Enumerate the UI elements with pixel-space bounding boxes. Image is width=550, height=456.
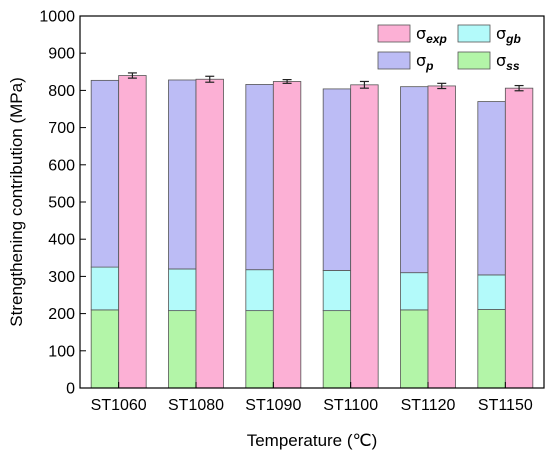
legend-label: σgb xyxy=(496,24,521,46)
y-tick-label: 0 xyxy=(66,381,75,398)
bar-ss-ST1120 xyxy=(400,309,429,389)
x-axis-title: Temperature (℃) xyxy=(247,431,378,450)
legend-label: σss xyxy=(496,51,520,73)
bar-ss-ST1100 xyxy=(322,310,352,389)
y-tick-label: 900 xyxy=(48,46,75,63)
x-tick-label: ST1090 xyxy=(245,397,301,414)
bar-exp-ST1060 xyxy=(118,75,147,389)
bar-p-ST1120 xyxy=(400,86,429,274)
bar-ss-ST1090 xyxy=(245,310,274,389)
error-bar-ST1090 xyxy=(282,79,292,84)
bar-exp-ST1120 xyxy=(427,85,456,389)
legend-swatch xyxy=(457,51,491,70)
error-bar-ST1080 xyxy=(205,75,215,83)
bar-gb-ST1100 xyxy=(322,270,352,312)
bar-p-ST1090 xyxy=(245,84,274,271)
error-bar-ST1100 xyxy=(359,80,369,89)
bar-gb-ST1120 xyxy=(400,272,429,311)
legend-swatch xyxy=(377,24,411,43)
y-tick-label: 600 xyxy=(48,157,75,174)
bar-gb-ST1090 xyxy=(245,269,274,312)
y-tick-label: 700 xyxy=(48,120,75,137)
x-tick-label: ST1150 xyxy=(478,397,533,414)
x-tick-label: ST1080 xyxy=(168,397,224,414)
legend-item-p: σp xyxy=(377,51,433,73)
error-bar-ST1150 xyxy=(514,84,524,92)
y-tick-label: 100 xyxy=(48,343,75,360)
bar-exp-ST1100 xyxy=(350,84,379,389)
legend-swatch xyxy=(377,51,411,70)
legend-label: σp xyxy=(416,51,433,73)
bar-exp-ST1090 xyxy=(272,81,302,389)
y-tick-label: 400 xyxy=(48,232,75,249)
error-bar-ST1120 xyxy=(437,82,447,90)
bar-gb-ST1150 xyxy=(477,274,506,310)
bar-ss-ST1060 xyxy=(90,309,120,389)
y-axis: 0 100 200 300 400 500 600 700 800 900 1000 xyxy=(39,9,86,398)
bar-exp-ST1150 xyxy=(504,87,534,389)
y-tick-label: 1000 xyxy=(39,9,75,26)
x-axis: ST1060 ST1080 ST1090 ST1100 ST1120 ST1150 xyxy=(91,382,533,414)
bar-gb-ST1060 xyxy=(90,266,120,311)
bar-gb-ST1080 xyxy=(168,268,197,312)
bar-ss-ST1080 xyxy=(168,310,197,389)
legend-item-gb: σgb xyxy=(457,24,521,46)
y-tick-label: 800 xyxy=(48,83,75,100)
x-tick-label: ST1060 xyxy=(91,397,147,414)
bar-p-ST1150 xyxy=(477,101,506,276)
error-bar-ST1060 xyxy=(127,72,137,79)
legend-swatch xyxy=(457,24,491,43)
bar-p-ST1080 xyxy=(168,79,197,270)
legend: σexp σgb σp σss xyxy=(377,24,521,73)
y-tick-label: 200 xyxy=(48,306,75,323)
x-tick-label: ST1120 xyxy=(401,397,456,414)
bar-exp-ST1080 xyxy=(195,78,224,389)
error-bars-layer xyxy=(127,72,524,92)
bar-p-ST1100 xyxy=(322,88,352,271)
plot-frame xyxy=(79,15,545,389)
bar-ss-ST1150 xyxy=(477,309,506,389)
legend-item-exp: σexp xyxy=(377,24,447,46)
y-tick-label: 300 xyxy=(48,269,75,286)
legend-item-ss: σss xyxy=(457,51,520,73)
bars-layer xyxy=(90,75,534,389)
x-tick-label: ST1100 xyxy=(323,397,378,414)
bar-p-ST1060 xyxy=(90,79,120,268)
y-tick-label: 500 xyxy=(48,195,75,212)
legend-label: σexp xyxy=(416,24,447,46)
y-axis-title: Strengthening contribution (MPa) xyxy=(7,77,26,326)
